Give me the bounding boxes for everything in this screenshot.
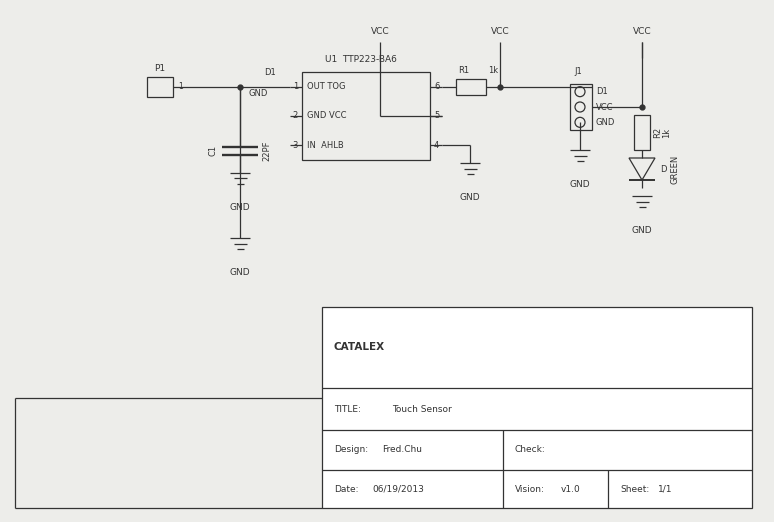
Text: Vision:: Vision: xyxy=(515,484,544,493)
Text: 3: 3 xyxy=(293,141,298,150)
Text: 4: 4 xyxy=(434,141,440,150)
Text: VCC: VCC xyxy=(632,27,651,36)
Text: D1: D1 xyxy=(596,87,608,96)
Text: 5: 5 xyxy=(434,112,440,121)
Text: Fred.Chu: Fred.Chu xyxy=(382,445,422,455)
Text: 22PF: 22PF xyxy=(262,140,271,161)
Text: Date:: Date: xyxy=(334,484,358,493)
Text: D: D xyxy=(660,164,666,173)
Text: GND VCC: GND VCC xyxy=(307,112,347,121)
Bar xyxy=(147,77,173,97)
Text: IN  AHLB: IN AHLB xyxy=(307,141,344,150)
Text: Sheet:: Sheet: xyxy=(620,484,649,493)
Text: v1.0: v1.0 xyxy=(560,484,580,493)
Text: VCC: VCC xyxy=(491,27,509,36)
Text: GND: GND xyxy=(248,89,268,98)
Text: 2: 2 xyxy=(293,112,298,121)
Text: C1: C1 xyxy=(209,145,218,156)
Text: J1: J1 xyxy=(574,67,582,76)
Bar xyxy=(634,115,650,150)
Text: GND: GND xyxy=(596,118,615,127)
Text: 1/1: 1/1 xyxy=(658,484,673,493)
Text: GND: GND xyxy=(570,180,591,189)
Bar xyxy=(456,79,486,94)
Text: 1: 1 xyxy=(178,82,183,91)
Text: R1: R1 xyxy=(458,66,470,75)
Text: Touch Sensor: Touch Sensor xyxy=(392,405,452,413)
Text: OUT TOG: OUT TOG xyxy=(307,82,345,91)
Text: CATALEX: CATALEX xyxy=(334,342,385,352)
Text: 6: 6 xyxy=(434,82,440,91)
Text: 06/19/2013: 06/19/2013 xyxy=(372,484,424,493)
Text: GND: GND xyxy=(230,203,250,211)
Bar xyxy=(322,307,752,508)
Text: GND: GND xyxy=(632,226,652,235)
Text: P1: P1 xyxy=(155,64,166,73)
Bar xyxy=(302,72,430,160)
Text: GREEN: GREEN xyxy=(670,155,679,184)
Bar xyxy=(570,84,592,130)
Text: Design:: Design: xyxy=(334,445,368,455)
Text: Check:: Check: xyxy=(515,445,546,455)
Text: D1: D1 xyxy=(264,68,276,77)
Text: TITLE:: TITLE: xyxy=(334,405,361,413)
Text: VCC: VCC xyxy=(371,27,389,36)
Text: 1: 1 xyxy=(293,82,298,91)
Text: VCC: VCC xyxy=(596,102,614,112)
Text: U1  TTP223-BA6: U1 TTP223-BA6 xyxy=(325,55,397,64)
Text: GND: GND xyxy=(460,193,481,203)
Text: 1k: 1k xyxy=(662,127,671,138)
Text: R2: R2 xyxy=(653,127,662,138)
Text: 1k: 1k xyxy=(488,66,498,75)
Text: GND: GND xyxy=(230,268,250,277)
